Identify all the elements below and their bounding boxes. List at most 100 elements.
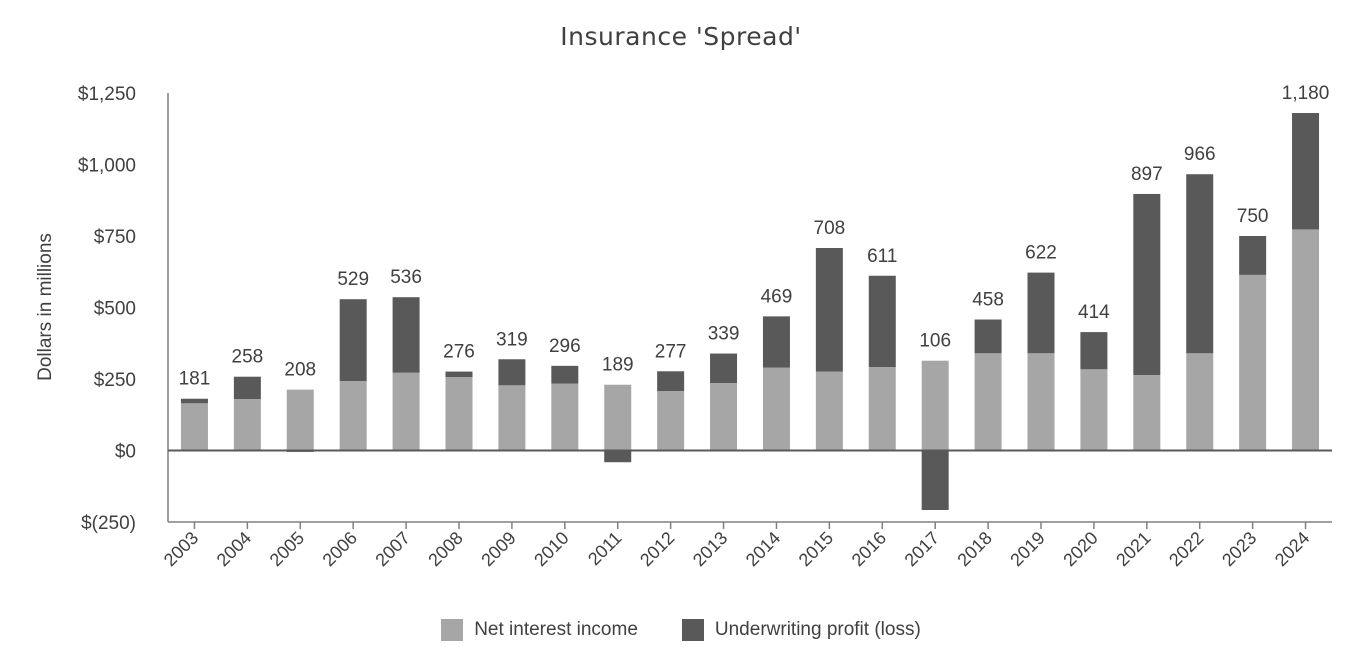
x-tick-label: 2006 (319, 528, 361, 570)
bar-net-interest-income (445, 376, 473, 451)
bar-net-interest-income (868, 366, 896, 451)
bar-underwriting-profit (868, 275, 896, 367)
bar-net-interest-income (339, 381, 367, 451)
bar-net-interest-income (286, 389, 314, 451)
x-tick-label: 2013 (689, 528, 731, 570)
bar-underwriting-profit (921, 450, 949, 510)
bar-net-interest-income (657, 391, 685, 451)
data-label-total: 458 (972, 290, 1004, 311)
bar-underwriting-profit (1133, 193, 1161, 375)
x-tick-label: 2017 (901, 528, 943, 570)
legend-item-underwriting-profit: Underwriting profit (loss) (681, 619, 921, 641)
bar-underwriting-profit (1027, 272, 1055, 354)
x-tick-label: 2018 (953, 528, 995, 570)
bar-underwriting-profit (551, 365, 579, 384)
x-tick-label: 2021 (1112, 528, 1154, 570)
data-label-total: 296 (549, 336, 581, 357)
x-tick-label: 2019 (1006, 528, 1048, 570)
legend-label-underwriting-profit: Underwriting profit (loss) (714, 619, 921, 640)
bar-underwriting-profit (445, 371, 473, 377)
x-tick-label: 2014 (742, 528, 784, 570)
data-label-total: 319 (496, 329, 528, 350)
bar-underwriting-profit (1186, 174, 1214, 354)
bar-underwriting-profit (1292, 113, 1320, 230)
data-label-total: 469 (761, 286, 793, 307)
bar-net-interest-income (180, 403, 208, 451)
data-label-total: 1,180 (1282, 83, 1330, 104)
x-tick-label: 2024 (1271, 528, 1313, 570)
chart-title: Insurance 'Spread' (560, 22, 802, 51)
y-tick-label: $0 (115, 442, 136, 463)
x-tick-label: 2012 (636, 528, 678, 570)
bar-underwriting-profit (1080, 332, 1108, 370)
bar-net-interest-income (1186, 353, 1214, 451)
data-label-total: 339 (708, 324, 740, 345)
data-label-total: 897 (1131, 164, 1163, 185)
bar-net-interest-income (762, 367, 790, 451)
bar-net-interest-income (710, 383, 738, 451)
bar-underwriting-profit (180, 398, 208, 404)
bar-net-interest-income (1239, 274, 1267, 451)
data-label-total: 276 (443, 342, 475, 363)
bar-underwriting-profit (498, 359, 526, 386)
data-label-total: 106 (919, 331, 951, 352)
data-label-total: 208 (284, 360, 316, 381)
y-tick-label: $1,250 (78, 84, 136, 105)
data-label-total: 611 (867, 246, 897, 267)
bar-underwriting-profit (762, 316, 790, 368)
x-tick-label: 2004 (213, 528, 255, 570)
x-tick-label: 2023 (1218, 528, 1260, 570)
bar-net-interest-income (1292, 229, 1320, 451)
legend-swatch-net-interest-income (441, 619, 464, 641)
data-label-total: 189 (602, 355, 634, 376)
data-label-total: 277 (655, 341, 687, 362)
data-label-total: 708 (814, 218, 846, 239)
bar-net-interest-income (974, 353, 1002, 451)
bar-net-interest-income (1027, 353, 1055, 451)
bar-underwriting-profit (392, 297, 420, 373)
data-label-total: 750 (1237, 206, 1269, 227)
legend-label-net-interest-income: Net interest income (474, 619, 638, 640)
bar-underwriting-profit (1239, 236, 1267, 275)
bar-net-interest-income (233, 399, 261, 451)
x-tick-label: 2015 (795, 528, 837, 570)
data-label-total: 622 (1025, 243, 1057, 264)
bar-net-interest-income (604, 384, 632, 451)
x-tick-label: 2020 (1059, 528, 1101, 570)
x-tick-label: 2011 (584, 528, 626, 570)
legend-item-net-interest-income: Net interest income (441, 619, 638, 641)
data-label-total: 536 (390, 267, 422, 288)
bar-underwriting-profit (815, 248, 843, 372)
data-label-total: 181 (179, 369, 211, 390)
bar-net-interest-income (1133, 374, 1161, 451)
y-tick-label: $500 (94, 299, 136, 320)
bar-underwriting-profit (339, 299, 367, 382)
bar-underwriting-profit (233, 376, 261, 400)
y-axis-title: Dollars in millions (35, 233, 56, 381)
data-label-total: 414 (1078, 302, 1110, 323)
bar-underwriting-profit (710, 353, 738, 384)
y-tick-label: $1,000 (78, 156, 136, 177)
x-tick-label: 2016 (848, 528, 890, 570)
x-tick-label: 2007 (371, 528, 413, 570)
legend-swatch-underwriting-profit (681, 619, 704, 641)
data-label-total: 529 (337, 269, 369, 290)
bar-net-interest-income (921, 360, 949, 451)
bar-net-interest-income (551, 383, 579, 451)
bar-net-interest-income (392, 372, 420, 451)
bar-net-interest-income (498, 385, 526, 451)
bar-net-interest-income (1080, 369, 1108, 451)
y-tick-label: $750 (94, 227, 136, 248)
bar-net-interest-income (815, 371, 843, 451)
bar-underwriting-profit (974, 319, 1002, 354)
bar-underwriting-profit (604, 450, 632, 463)
bar-underwriting-profit (657, 371, 685, 392)
x-tick-label: 2009 (477, 528, 519, 570)
x-tick-label: 2005 (266, 528, 308, 570)
legend: Net interest income Underwriting profit … (0, 615, 1362, 645)
data-label-total: 258 (232, 347, 264, 368)
x-tick-label: 2010 (530, 528, 572, 570)
x-tick-label: 2022 (1165, 528, 1207, 570)
y-tick-label: $(250) (81, 513, 136, 534)
